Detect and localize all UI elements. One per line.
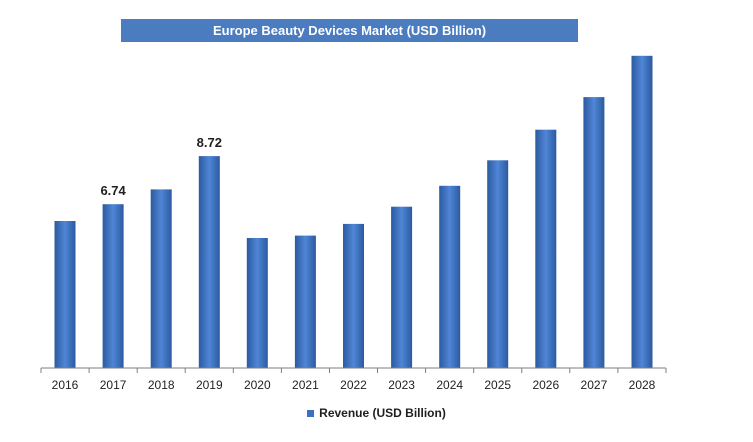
- x-tick-label-2025: 2025: [484, 378, 511, 392]
- bar-2026: [535, 129, 557, 368]
- bar-2027: [583, 97, 605, 368]
- x-tick-label-2017: 2017: [100, 378, 127, 392]
- bar-2025: [487, 160, 509, 368]
- bar-2023: [391, 206, 413, 368]
- legend: Revenue (USD Billion): [0, 402, 753, 424]
- legend-label: Revenue (USD Billion): [319, 406, 446, 420]
- data-labels-group: 6.74 8.72: [100, 135, 222, 198]
- chart-title: Europe Beauty Devices Market (USD Billio…: [121, 19, 578, 42]
- x-axis-ticks: [40, 368, 667, 373]
- legend-swatch: [307, 409, 315, 417]
- data-label-2019: 8.72: [197, 135, 222, 150]
- x-tick-label-2016: 2016: [52, 378, 79, 392]
- x-axis-tick-labels: 2016 2017 2018 2019 2020 2021 2022 2023 2024 2025…: [52, 378, 656, 392]
- bar-2019: [198, 156, 220, 368]
- x-tick-label-2028: 2028: [629, 378, 656, 392]
- bar-2018: [150, 189, 172, 368]
- bar-2024: [439, 185, 461, 368]
- x-tick-label-2021: 2021: [292, 378, 319, 392]
- bar-2017: [102, 204, 124, 368]
- x-tick-label-2024: 2024: [436, 378, 463, 392]
- bar-2016: [54, 221, 76, 368]
- x-tick-label-2026: 2026: [532, 378, 559, 392]
- x-tick-label-2018: 2018: [148, 378, 175, 392]
- bar-2021: [294, 235, 316, 368]
- x-tick-label-2019: 2019: [196, 378, 223, 392]
- x-tick-label-2022: 2022: [340, 378, 367, 392]
- x-tick-label-2027: 2027: [581, 378, 608, 392]
- x-tick-label-2020: 2020: [244, 378, 271, 392]
- x-tick-label-2023: 2023: [388, 378, 415, 392]
- data-label-2017: 6.74: [100, 183, 126, 198]
- bar-2020: [246, 238, 268, 368]
- bars-group: [54, 55, 653, 369]
- bar-2022: [343, 223, 364, 368]
- bar-2028: [631, 55, 653, 369]
